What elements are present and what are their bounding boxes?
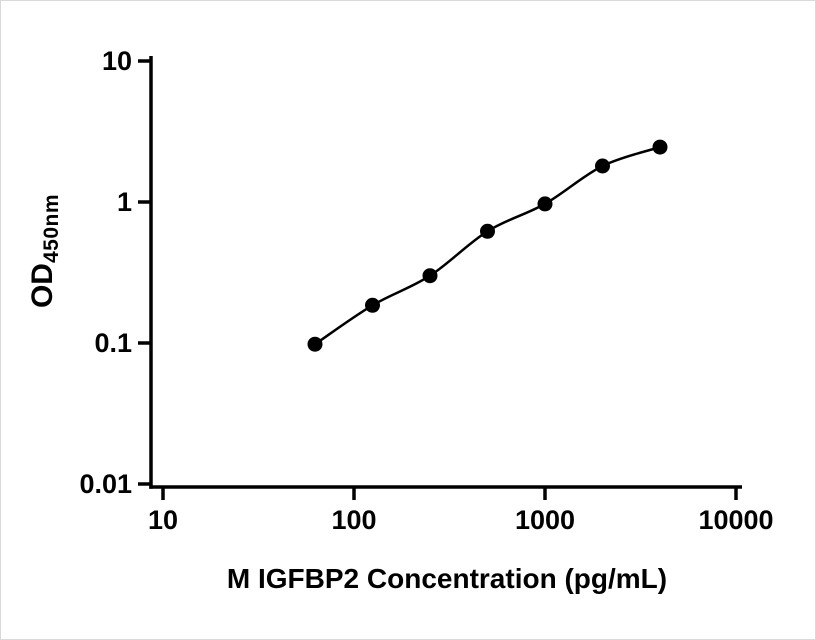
x-axis-ticks: 10 100 1000 10000: [148, 487, 774, 535]
data-point: [480, 223, 495, 239]
x-tick-label: 10: [148, 505, 178, 535]
y-axis-title-subscript: 450nm: [40, 193, 63, 264]
fit-curve: [313, 145, 662, 346]
data-point: [422, 268, 438, 284]
y-axis-title: OD450nm: [26, 194, 64, 308]
x-tick-label: 10000: [698, 505, 773, 535]
data-point: [595, 158, 610, 174]
data-point: [652, 139, 668, 155]
data-point: [537, 196, 553, 212]
axes: [149, 56, 742, 489]
y-axis-title-main: OD: [26, 263, 59, 309]
y-axis-ticks: 10 1 0.1 0.01: [79, 46, 151, 499]
y-tick-label: 10: [102, 46, 132, 76]
x-axis-title: M IGFBP2 Concentration (pg/mL): [226, 563, 668, 594]
y-tick-label: 0.1: [94, 328, 132, 358]
x-tick-label: 1000: [515, 505, 575, 535]
x-tick-label: 100: [331, 505, 376, 535]
y-tick-label: 0.01: [79, 469, 132, 499]
data-points: [307, 139, 668, 352]
data-point: [365, 297, 380, 313]
data-point: [307, 336, 323, 352]
y-tick-label: 1: [117, 187, 132, 217]
